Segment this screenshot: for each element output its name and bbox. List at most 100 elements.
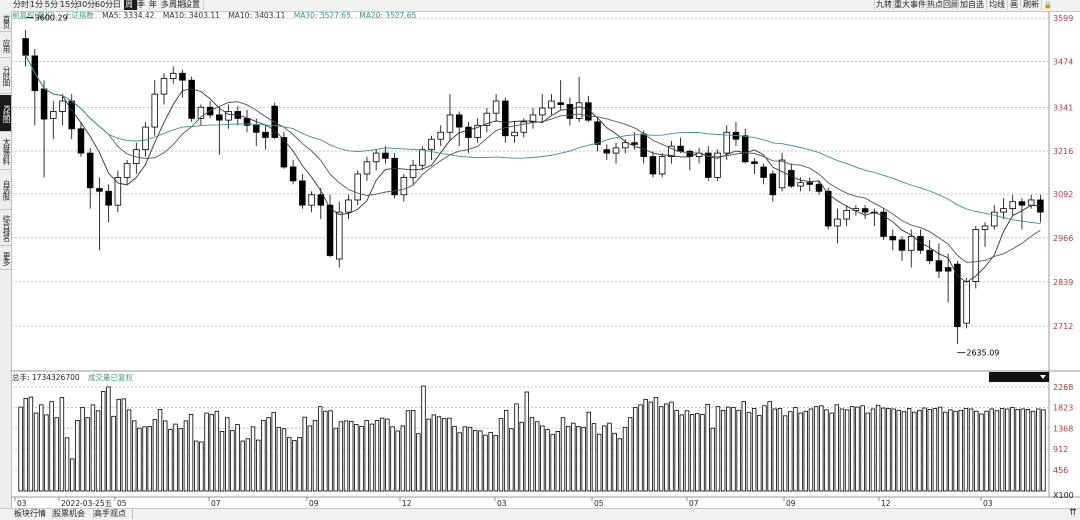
candle-body — [225, 111, 232, 121]
legend-adjust[interactable]: 前复权(复权) — [12, 11, 56, 20]
candle-body — [68, 100, 75, 130]
period-tab[interactable]: 分时 — [13, 0, 31, 10]
period-tab[interactable]: 年 — [148, 0, 162, 10]
high-annotation: 3600.29 — [35, 14, 68, 23]
volume-bar — [194, 440, 199, 492]
volume-bar — [441, 418, 447, 492]
candle-body — [631, 142, 638, 145]
volume-bar — [39, 404, 44, 492]
volume-bar — [550, 434, 555, 492]
volume-bar — [581, 426, 586, 492]
period-tab[interactable]: 设置 — [183, 0, 204, 10]
x-tick-label: 03 — [983, 499, 993, 508]
volume-bar — [395, 430, 400, 492]
volume-bar — [813, 406, 819, 492]
period-toolbar: 分时 1分 5分 15分 30分 60分日周季年多周期 设置 九转 重大事件 热点回顾 加自选 均线画… — [0, 0, 1080, 12]
toolbar-button[interactable]: 刷新 — [1020, 0, 1041, 10]
candle-body — [280, 137, 288, 168]
legend-ma10b: MA10: 3403.11 — [228, 11, 286, 20]
scroll-top-icon[interactable]: ⇈ — [1069, 508, 1077, 518]
sidebar-item[interactable]: 自选股 — [0, 171, 11, 210]
kline-chart[interactable]: 3599 3474 3341 3216 3092 2966 2839 2712 3600.29 2… — [11, 11, 1080, 508]
x-tick-label: 05 — [594, 499, 604, 508]
period-tab[interactable]: 多周期 — [161, 0, 185, 10]
bottom-tab[interactable]: 股票机会 — [51, 509, 94, 519]
period-tab[interactable]: 1分 — [29, 0, 46, 10]
chevron-down-icon — [1040, 375, 1046, 379]
toolbar-button[interactable]: 热点回顾 — [926, 0, 959, 10]
x-tick-label: 2022-03-25五 — [61, 499, 113, 508]
candle-body — [317, 194, 325, 206]
candle-body — [954, 263, 961, 328]
sidebar-item[interactable]: 分时图 — [0, 59, 11, 94]
volume-bar — [307, 425, 313, 492]
volume-bar — [323, 410, 328, 492]
price-tick-label: 3474 — [1053, 57, 1073, 66]
volume-bar — [669, 401, 674, 492]
candle-body — [419, 149, 426, 166]
candle-body — [520, 121, 528, 133]
toolbar-button[interactable]: 均线 — [986, 0, 1007, 10]
candle-body — [815, 183, 823, 192]
sidebar-item[interactable]: 应用 — [0, 33, 11, 58]
x-tick-label: 09 — [786, 499, 796, 508]
volume-bar — [643, 398, 648, 492]
indicator-legend: 前复权(复权) 上证指数 MA5: 3334.42 MA10: 3403.11 … — [12, 11, 422, 21]
candle-body — [169, 72, 177, 79]
candle-body — [797, 182, 804, 187]
sidebar-item[interactable]: K线图 — [0, 95, 11, 132]
volume-bar — [116, 398, 121, 492]
volume-bar — [1020, 408, 1025, 492]
volume-bar — [235, 424, 240, 492]
period-tab[interactable]: 周 — [124, 0, 138, 10]
volume-bar — [519, 421, 524, 492]
candle-body — [760, 166, 767, 178]
ma5-line — [25, 54, 1041, 283]
sidebar-item[interactable]: 首页 — [0, 11, 11, 32]
volume-bar — [819, 405, 824, 492]
price-tick-label: 2839 — [1053, 278, 1073, 287]
period-tab[interactable]: 15分 — [60, 0, 79, 10]
toolbar-button[interactable]: 重大事件 — [893, 0, 926, 10]
volume-bar — [111, 415, 116, 492]
sidebar-item[interactable]: 更多 — [0, 247, 11, 270]
candle-body — [151, 93, 159, 128]
volume-bar — [545, 429, 550, 492]
volume-bar — [28, 396, 34, 492]
lock-icon[interactable]: 🔒 — [1041, 0, 1054, 10]
volume-indicator-select[interactable] — [989, 372, 1049, 382]
bottom-tab[interactable]: 板块行情 — [12, 509, 53, 519]
candle-body — [705, 152, 712, 178]
candle-body — [252, 124, 260, 133]
volume-bar — [354, 424, 359, 492]
volume-bar — [400, 425, 406, 492]
period-tab[interactable]: 季 — [136, 0, 150, 10]
volume-bar — [483, 434, 488, 492]
toolbar-button[interactable]: 九转 — [874, 0, 892, 10]
price-tick-label: 3092 — [1053, 190, 1073, 199]
volume-header: 总手: 1734326700 成交量已复权 — [12, 373, 133, 383]
volume-adjust-button[interactable]: 成交量已复权 — [88, 373, 134, 382]
toolbar-button[interactable]: 画 — [1007, 0, 1020, 10]
period-tab[interactable]: 30分 — [77, 0, 96, 10]
period-tab[interactable]: 60分 — [95, 0, 114, 10]
volume-bar — [617, 438, 623, 492]
volume-bar — [757, 414, 762, 492]
volume-bar — [1005, 408, 1010, 492]
candle-body — [723, 131, 730, 154]
volume-bar — [132, 420, 137, 492]
volume-bar — [379, 417, 385, 492]
sidebar-item[interactable]: 综合排名 — [0, 211, 11, 246]
sidebar-item[interactable]: 大盘资料 — [0, 133, 11, 170]
volume-bar — [762, 405, 767, 492]
volume-bar — [302, 416, 307, 492]
volume-bar — [472, 430, 478, 492]
x-tick-label: 05 — [117, 499, 127, 508]
volume-bar — [126, 409, 132, 492]
bottom-tab[interactable]: 高手观点 — [92, 509, 133, 519]
volume-tick-label: 1368 — [1053, 424, 1073, 433]
period-tab[interactable]: 5分 — [44, 0, 61, 10]
volume-bar — [994, 410, 1000, 492]
toolbar-button[interactable]: 加自选 — [957, 0, 986, 10]
candle-body — [557, 102, 564, 105]
